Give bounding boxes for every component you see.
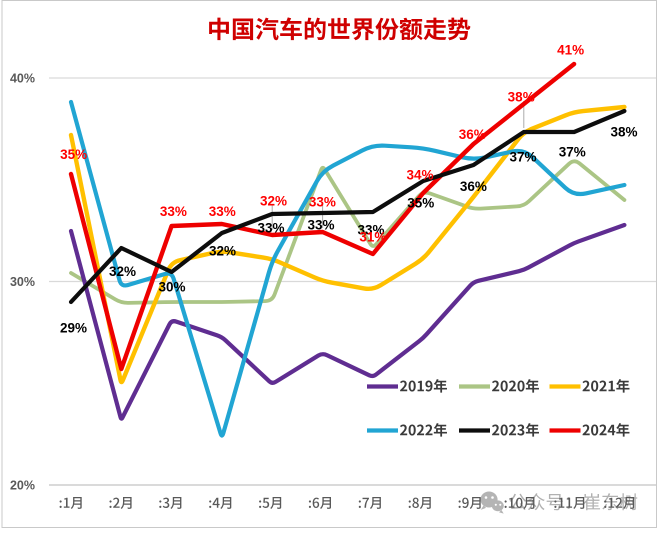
svg-text:40%: 40% [10,71,35,85]
svg-text:37%: 37% [509,149,536,164]
svg-text:38%: 38% [508,90,535,105]
svg-text:33%: 33% [309,194,336,209]
svg-text:38%: 38% [610,124,637,139]
svg-text:33%: 33% [257,221,284,236]
svg-text:33%: 33% [357,223,384,238]
svg-text:33%: 33% [160,204,187,219]
svg-text:35%: 35% [60,147,87,162]
svg-text:32%: 32% [260,193,287,208]
svg-text:30%: 30% [158,280,185,295]
svg-text:37%: 37% [559,144,586,159]
svg-text:35%: 35% [407,196,434,211]
svg-text:41%: 41% [557,42,584,57]
svg-text:20%: 20% [10,478,35,492]
svg-text:32%: 32% [109,264,136,279]
svg-text:29%: 29% [60,321,87,336]
svg-text:32%: 32% [209,244,236,259]
svg-text:31%: 31% [359,229,386,244]
svg-text:33%: 33% [307,218,334,233]
svg-text:30%: 30% [10,275,35,289]
svg-text:34%: 34% [406,168,433,183]
svg-text:33%: 33% [209,204,236,219]
svg-text:36%: 36% [460,179,487,194]
svg-text:36%: 36% [459,127,486,142]
